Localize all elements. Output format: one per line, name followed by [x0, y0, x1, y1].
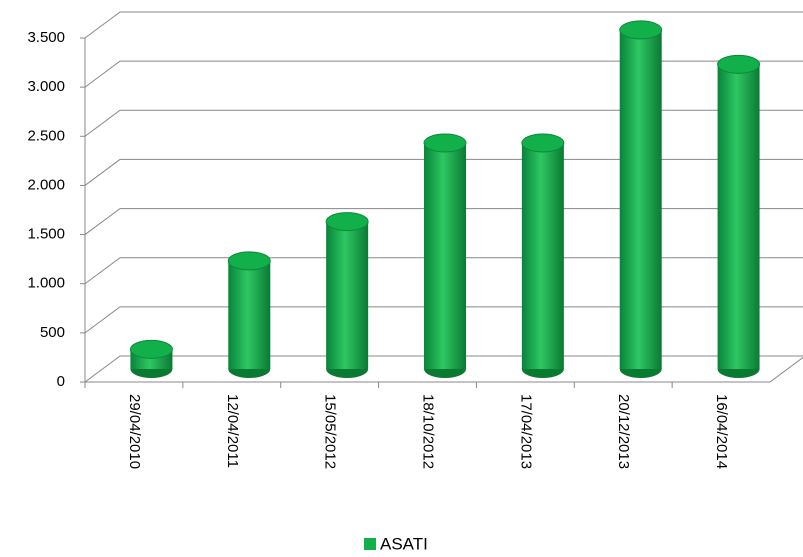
y-tick-label: 2.000 [27, 176, 65, 193]
grid-line [84, 11, 803, 39]
grid-line [84, 306, 803, 334]
x-tick-label: 12/04/2011 [224, 394, 241, 468]
bar [228, 260, 271, 369]
x-tick-label: 17/04/2013 [517, 394, 534, 469]
bar [424, 142, 466, 369]
grid-line [84, 208, 803, 235]
x-tick-label: 20/12/2013 [615, 394, 632, 469]
bar [619, 29, 662, 370]
y-tick-label: 1.500 [27, 226, 65, 243]
cylinder-top [423, 133, 467, 153]
axis-line [769, 356, 803, 383]
grid-line [84, 60, 803, 88]
x-tick-label: 16/04/2014 [713, 394, 730, 469]
y-tick-label: 3.000 [27, 78, 65, 95]
y-tick-label: 0 [57, 373, 65, 390]
cylinder-top [717, 54, 761, 74]
y-tick-label: 2.500 [27, 127, 65, 144]
cylinder-top [227, 251, 271, 271]
y-tick-label: 500 [40, 324, 65, 341]
cylinder-top [129, 339, 173, 359]
x-tick-label: 29/04/2010 [126, 394, 143, 469]
bar [717, 64, 760, 370]
y-tick-label: 3.500 [27, 29, 65, 46]
grid-line [84, 109, 803, 137]
cylinder-top [619, 20, 663, 40]
cylinder-top [521, 133, 565, 153]
grid-line [84, 257, 803, 285]
legend-label: ASATI [380, 534, 428, 553]
x-tick-label: 18/10/2012 [420, 394, 437, 469]
bar [521, 142, 564, 369]
grid-line [84, 355, 803, 383]
grid-line [84, 158, 803, 186]
bar [326, 221, 369, 369]
cylinder-top [325, 212, 369, 232]
legend-swatch [364, 538, 376, 550]
x-tick-label: 15/05/2012 [322, 394, 339, 469]
y-tick-label: 1.000 [27, 275, 65, 292]
